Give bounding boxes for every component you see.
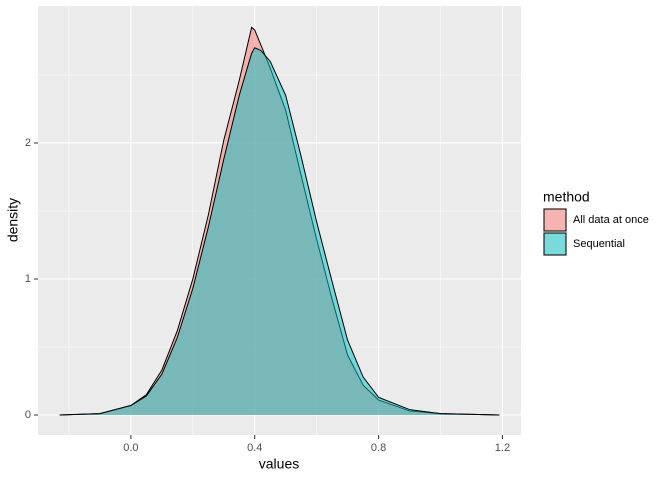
y-tick-label: 1 [25,273,31,285]
x-tick-label: 0.8 [371,442,386,454]
x-tick-label: 1.2 [495,442,510,454]
x-tick-label: 0.4 [247,442,262,454]
y-tick-label: 2 [25,137,31,149]
legend-label: All data at once [573,214,649,226]
x-tick-label: 0.0 [123,442,138,454]
density-area [59,47,500,416]
legend-key [543,208,567,232]
x-axis-title: values [259,456,299,472]
legend-title: method [543,189,590,205]
legend-key [543,232,567,256]
y-axis-title: density [5,198,21,242]
y-tick-label: 0 [25,409,31,421]
legend-label: Sequential [573,238,625,250]
